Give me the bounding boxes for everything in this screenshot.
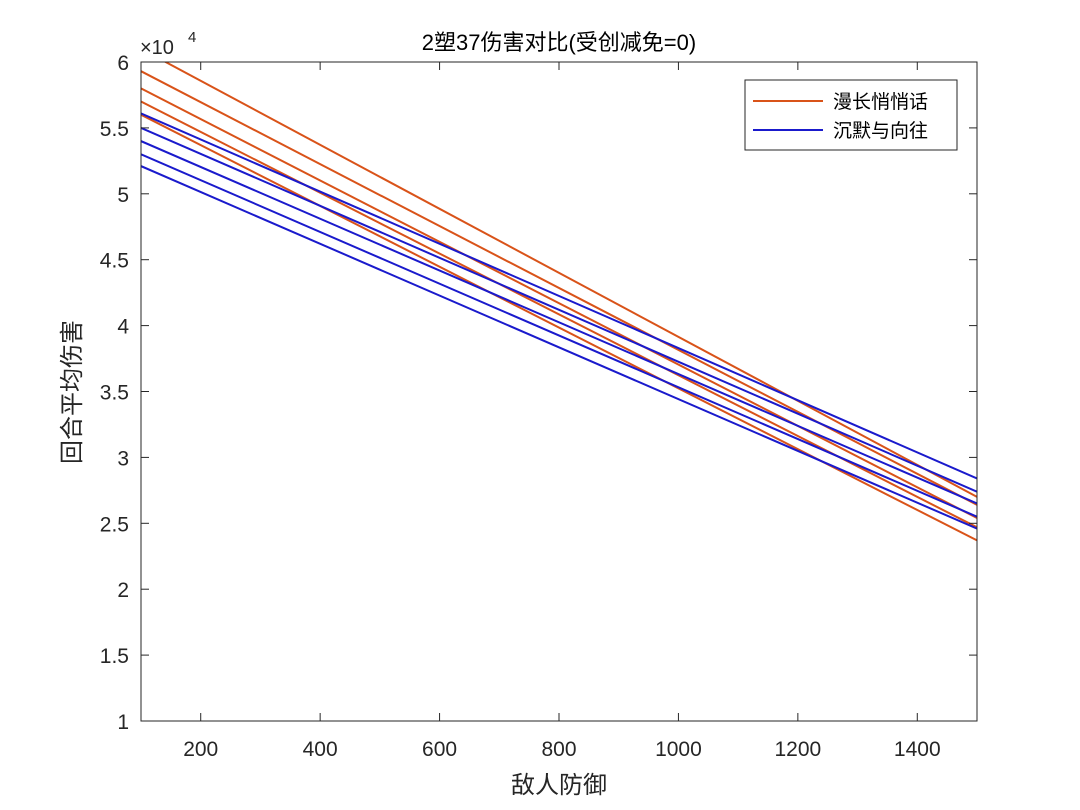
y-tick-label: 2 xyxy=(117,579,129,602)
y-multiplier-base: ×10 xyxy=(140,37,174,59)
y-tick-label: 1.5 xyxy=(100,645,129,668)
y-tick-label: 3 xyxy=(117,447,129,470)
y-tick-label: 4.5 xyxy=(100,250,129,273)
series-line-7 xyxy=(141,140,977,505)
x-axis-label: 敌人防御 xyxy=(511,771,607,799)
plot-area xyxy=(141,62,977,721)
series-line-8 xyxy=(141,153,977,518)
y-multiplier-exp: 4 xyxy=(188,29,196,46)
series-line-4 xyxy=(141,113,977,542)
legend-label-1: 沉默与向往 xyxy=(833,120,928,142)
y-tick-label: 6 xyxy=(117,52,129,75)
series-line-5 xyxy=(141,112,977,480)
series-line-1 xyxy=(141,70,977,506)
chart-title: 2塑37伤害对比(受创减免=0) xyxy=(422,30,696,55)
ticks-layer: 200 400 600 800 1000 1200 1400 1 1.5 2 2.5 3 3.5 4 4.5… xyxy=(100,52,977,761)
y-tick-label: 4 xyxy=(117,316,129,339)
x-tick-label: 200 xyxy=(183,738,218,761)
legend-box xyxy=(744,79,958,151)
y-tick-label: 5.5 xyxy=(100,118,129,141)
y-tick-label: 1 xyxy=(117,711,129,734)
x-tick-label: 400 xyxy=(303,738,338,761)
y-tick-label: 5 xyxy=(117,184,129,207)
y-tick-label: 2.5 xyxy=(100,513,129,536)
y-axis-label: 回合平均伤害 xyxy=(58,320,86,464)
x-tick-label: 1200 xyxy=(774,738,821,761)
x-tick-label: 800 xyxy=(541,738,576,761)
x-tick-label: 600 xyxy=(422,738,457,761)
y-tick-label: 3.5 xyxy=(100,382,129,405)
legend: 漫长悄悄话 沉默与向往 xyxy=(744,79,958,151)
series-line-0 xyxy=(163,62,977,498)
x-tick-label: 1400 xyxy=(894,738,941,761)
legend-label-0: 漫长悄悄话 xyxy=(833,91,928,113)
series-line-2 xyxy=(141,87,977,519)
x-tick-label: 1000 xyxy=(655,738,702,761)
series-layer xyxy=(141,62,977,542)
series-line-9 xyxy=(141,165,977,530)
series-line-6 xyxy=(141,126,977,493)
